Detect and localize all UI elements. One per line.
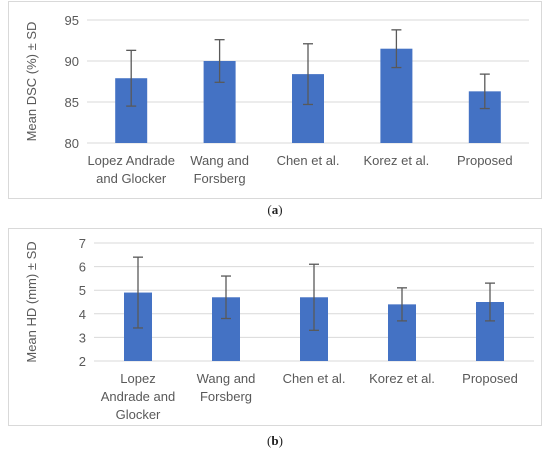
- chart-b-category-label: Lopez Andrade and Glocker: [101, 371, 175, 422]
- chart-a-category-label-line: Proposed: [457, 153, 513, 168]
- chart-b-ylabel: Mean HD (mm) ± SD: [24, 241, 39, 362]
- chart-b-ytick-label: 5: [79, 283, 86, 298]
- caption-a: (a): [267, 202, 283, 217]
- chart-b-ytick-label: 6: [79, 260, 86, 275]
- chart-a-category-label: Lopez Andrade and Glocker: [87, 153, 174, 186]
- chart-b-ytick-label: 2: [79, 354, 86, 369]
- chart-a-category-label-line: Chen et al.: [277, 153, 340, 168]
- chart-b-svg: 2 3 4 5 6 7 Mean HD (mm) ± SD Lopez Andrade and G…: [24, 236, 534, 422]
- chart-b-category-label: Wang and Forsberg: [197, 371, 256, 404]
- chart-b-category-label-line: Andrade and: [101, 389, 175, 404]
- chart-b-category-label: Chen et al.: [283, 371, 346, 386]
- chart-a-category-label-line: Forsberg: [194, 171, 246, 186]
- chart-a-category-label-line: Wang and: [190, 153, 249, 168]
- chart-a-ylabel: Mean DSC (%) ± SD: [24, 22, 39, 142]
- chart-a-category-label-line: Lopez Andrade: [87, 153, 174, 168]
- chart-a-ytick-label: 80: [65, 136, 79, 151]
- chart-a-ytick-label: 95: [65, 13, 79, 28]
- chart-panel-b: 2 3 4 5 6 7 Mean HD (mm) ± SD Lopez Andrade and G…: [8, 228, 542, 426]
- chart-b-category-label-line: Wang and: [197, 371, 256, 386]
- caption-b: (b): [267, 433, 283, 448]
- chart-panel-a: 80 85 90 95 Mean DSC (%) ± SD Lopez Andrade an…: [8, 1, 542, 199]
- chart-a-svg: 80 85 90 95 Mean DSC (%) ± SD Lopez Andrade an…: [24, 13, 529, 186]
- chart-a-category-label: Wang and Forsberg: [190, 153, 249, 186]
- chart-b-ytick-label: 4: [79, 307, 86, 322]
- chart-b-category-label-line: Glocker: [116, 407, 161, 422]
- chart-a-category-label: Proposed: [457, 153, 513, 168]
- chart-b-category-label: Korez et al.: [369, 371, 435, 386]
- caption-b-letter: b: [271, 433, 279, 448]
- chart-a-ytick-label: 85: [65, 95, 79, 110]
- chart-b-ytick-label: 3: [79, 330, 86, 345]
- chart-a-category-label-line: Korez et al.: [364, 153, 430, 168]
- chart-b-category-label-line: Lopez: [120, 371, 155, 386]
- chart-a-category-label: Chen et al.: [277, 153, 340, 168]
- chart-a-category-label: Korez et al.: [364, 153, 430, 168]
- chart-b-category-label-line: Chen et al.: [283, 371, 346, 386]
- caption-a-letter: a: [271, 202, 279, 217]
- chart-b-category-label-line: Forsberg: [200, 389, 252, 404]
- chart-b-category-label: Proposed: [462, 371, 518, 386]
- chart-b-category-label-line: Korez et al.: [369, 371, 435, 386]
- chart-b-ytick-label: 7: [79, 236, 86, 251]
- chart-a-ytick-label: 90: [65, 54, 79, 69]
- chart-a-category-label-line: and Glocker: [96, 171, 167, 186]
- chart-b-category-label-line: Proposed: [462, 371, 518, 386]
